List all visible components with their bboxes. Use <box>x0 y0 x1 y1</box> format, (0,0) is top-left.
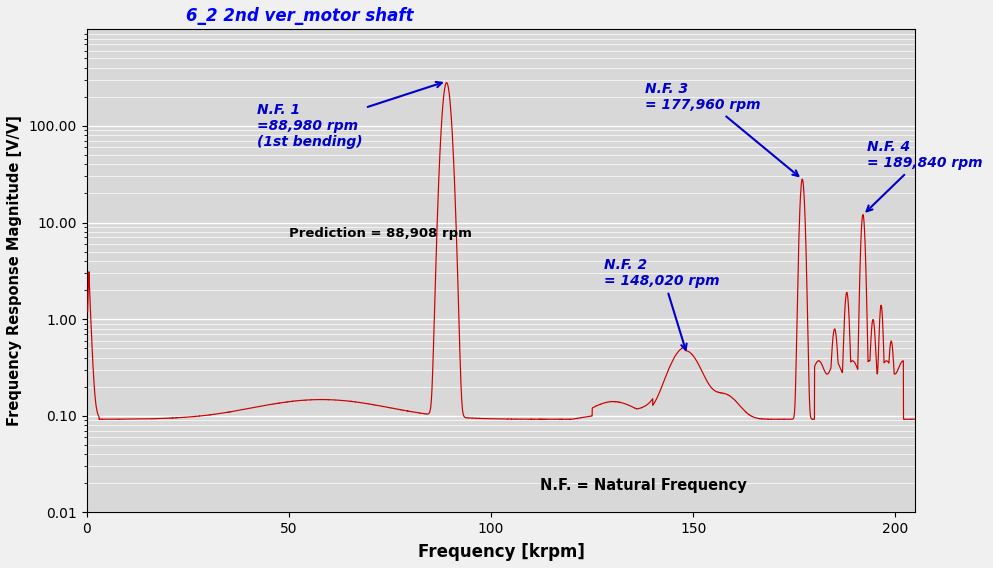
Text: 6_2 2nd ver_motor shaft: 6_2 2nd ver_motor shaft <box>187 7 414 25</box>
X-axis label: Frequency [krpm]: Frequency [krpm] <box>418 543 585 561</box>
Text: N.F. 1
=88,980 rpm
(1st bending): N.F. 1 =88,980 rpm (1st bending) <box>256 82 442 149</box>
Y-axis label: Frequency Response Magnitude [V/V]: Frequency Response Magnitude [V/V] <box>7 115 22 426</box>
Text: Prediction = 88,908 rpm: Prediction = 88,908 rpm <box>289 228 472 240</box>
Text: N.F. = Natural Frequency: N.F. = Natural Frequency <box>539 478 747 493</box>
Text: N.F. 4
= 189,840 rpm: N.F. 4 = 189,840 rpm <box>867 140 983 211</box>
Text: N.F. 3
= 177,960 rpm: N.F. 3 = 177,960 rpm <box>644 82 798 176</box>
Text: N.F. 2
= 148,020 rpm: N.F. 2 = 148,020 rpm <box>605 258 720 350</box>
